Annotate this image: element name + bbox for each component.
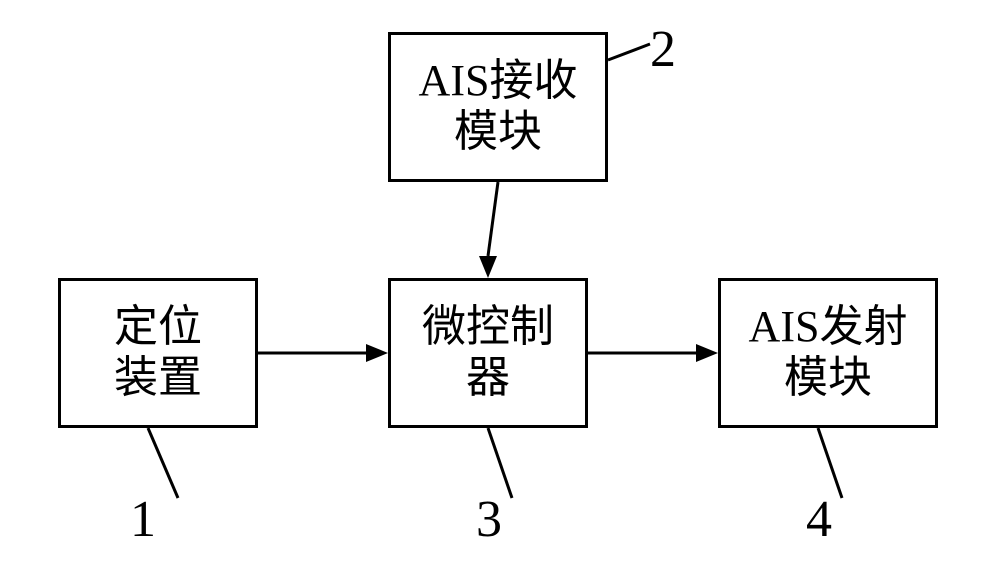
connector-layer (0, 0, 1000, 571)
